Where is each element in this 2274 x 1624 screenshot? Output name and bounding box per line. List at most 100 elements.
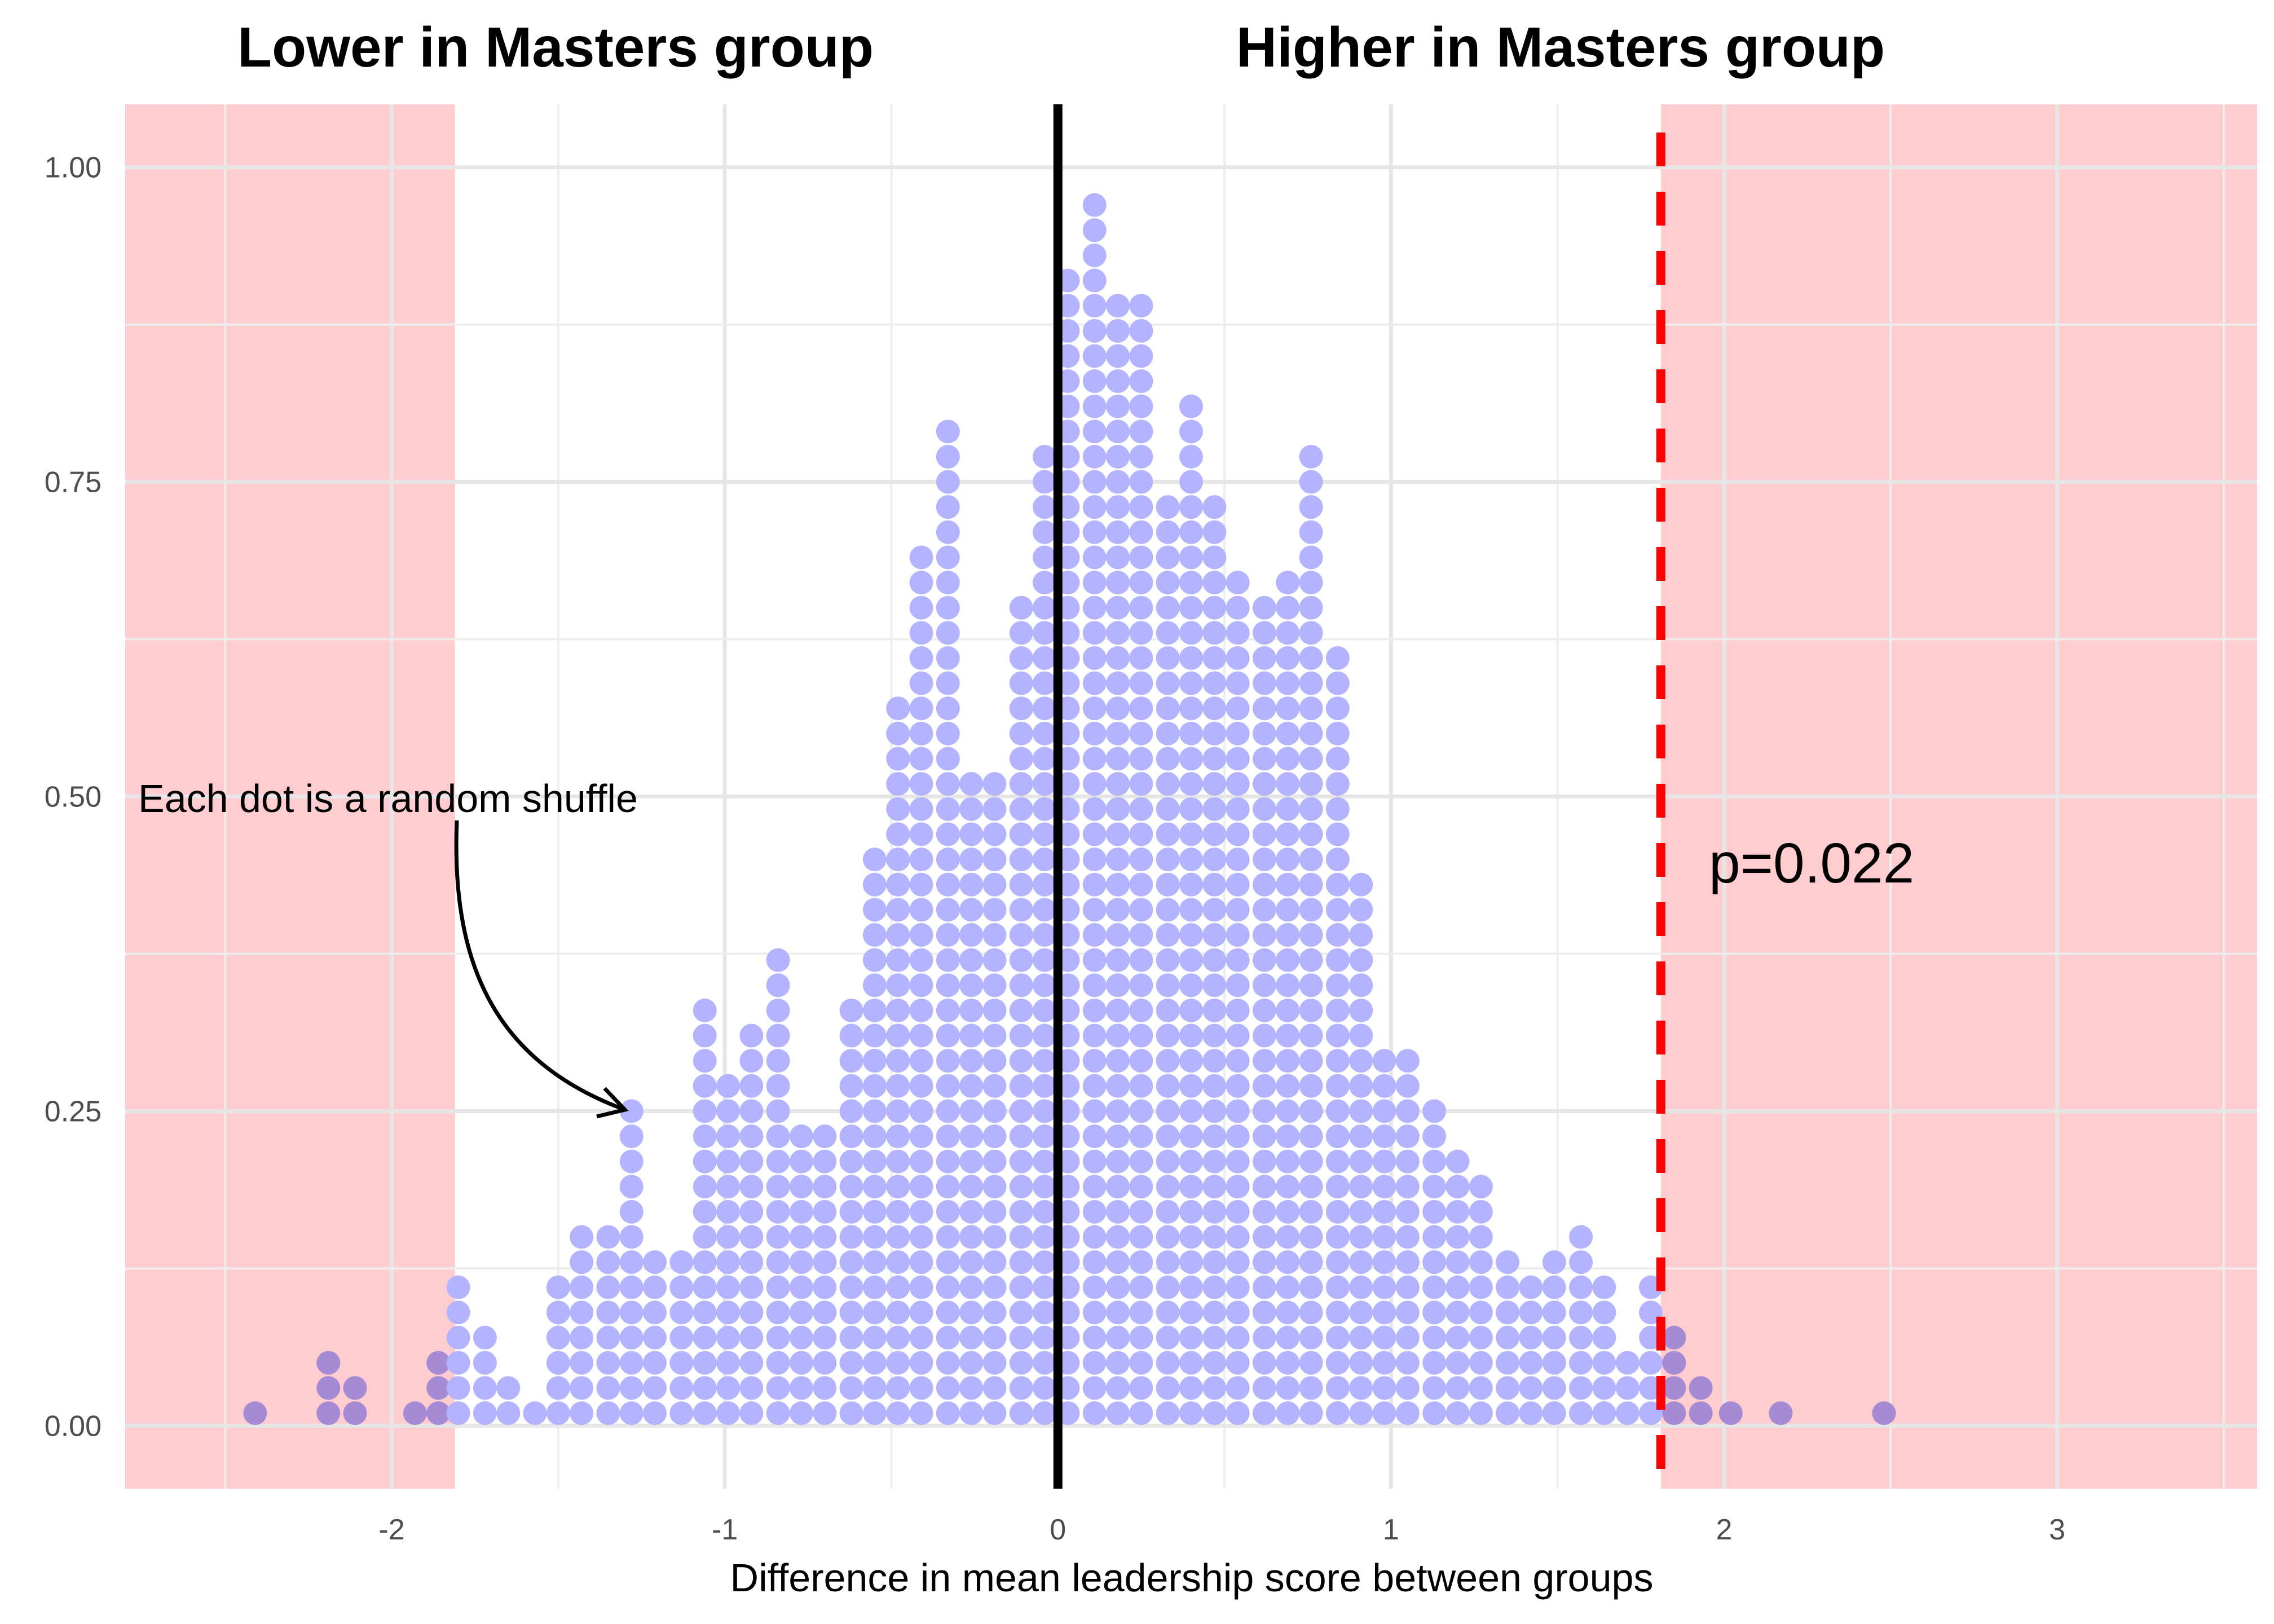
shuffle-dot bbox=[766, 1326, 790, 1350]
shuffle-dot bbox=[1372, 1074, 1396, 1098]
shuffle-dot bbox=[1106, 1376, 1130, 1400]
shuffle-dot bbox=[1325, 872, 1350, 897]
shuffle-dot bbox=[936, 923, 960, 947]
shuffle-dot bbox=[1349, 923, 1373, 947]
shuffle-dot bbox=[1569, 1300, 1593, 1325]
shuffle-dot bbox=[1349, 1376, 1373, 1400]
shuffle-dot bbox=[1033, 696, 1057, 721]
shuffle-dot bbox=[1179, 595, 1203, 620]
shuffle-dot bbox=[1033, 1175, 1057, 1199]
shuffle-dot bbox=[1325, 747, 1350, 771]
shuffle-dot bbox=[1718, 1401, 1743, 1426]
shuffle-dot bbox=[1033, 1376, 1057, 1400]
shuffle-dot bbox=[1082, 621, 1107, 645]
shuffle-dot bbox=[862, 1250, 887, 1274]
shuffle-dot bbox=[1082, 1275, 1107, 1299]
shuffle-dot bbox=[1156, 1023, 1180, 1048]
shuffle-dot bbox=[813, 1225, 837, 1249]
shuffle-dot bbox=[1226, 1300, 1250, 1325]
shuffle-dot bbox=[739, 1250, 764, 1274]
shuffle-dot bbox=[1519, 1275, 1543, 1299]
shuffle-dot bbox=[789, 1175, 813, 1199]
shuffle-dot bbox=[1179, 470, 1203, 494]
shuffle-dot bbox=[1226, 998, 1250, 1022]
shuffle-dot bbox=[813, 1300, 837, 1325]
shuffle-dot bbox=[909, 948, 933, 972]
shuffle-dot bbox=[1129, 721, 1153, 745]
shuffle-dot bbox=[982, 872, 1007, 897]
shuffle-dot bbox=[1372, 1401, 1396, 1426]
shuffle-dot bbox=[1129, 344, 1153, 368]
shuffle-dot bbox=[1106, 747, 1130, 771]
x-tick-label: 2 bbox=[1716, 1513, 1733, 1546]
shuffle-dot bbox=[936, 948, 960, 972]
shuffle-dot bbox=[1033, 545, 1057, 570]
shuffle-dot bbox=[936, 545, 960, 570]
shuffle-dot bbox=[1033, 1200, 1057, 1224]
shuffle-dot bbox=[1395, 1376, 1420, 1400]
shuffle-dot bbox=[546, 1275, 570, 1299]
shuffle-dot bbox=[909, 721, 933, 745]
shuffle-dot bbox=[1082, 998, 1107, 1022]
shuffle-dot bbox=[1542, 1376, 1566, 1400]
shuffle-dot bbox=[862, 1376, 887, 1400]
shuffle-dot bbox=[1129, 394, 1153, 418]
shuffle-dot bbox=[403, 1401, 427, 1426]
shuffle-dot bbox=[1226, 1225, 1250, 1249]
shuffle-dot bbox=[1156, 848, 1180, 872]
shuffle-dot bbox=[1395, 1200, 1420, 1224]
shuffle-dot bbox=[839, 1225, 863, 1249]
shuffle-dot bbox=[1349, 1250, 1373, 1274]
shuffle-dot bbox=[766, 1275, 790, 1299]
shuffle-dot bbox=[936, 1149, 960, 1173]
shuffle-dot bbox=[766, 1124, 790, 1149]
shuffle-dot bbox=[1276, 671, 1300, 695]
shuffle-dot bbox=[1519, 1300, 1543, 1325]
shuffle-dot bbox=[1156, 772, 1180, 796]
shuffle-dot bbox=[1252, 1200, 1276, 1224]
shuffle-dot bbox=[1299, 898, 1323, 922]
shuffle-dot bbox=[886, 948, 910, 972]
shuffle-dot bbox=[1325, 1275, 1350, 1299]
shuffle-dot bbox=[886, 772, 910, 796]
shuffle-dot bbox=[1009, 747, 1033, 771]
shuffle-dot bbox=[982, 1175, 1007, 1199]
shuffle-dot bbox=[1446, 1351, 1470, 1375]
shuffle-dot bbox=[1179, 1275, 1203, 1299]
shuffle-dot bbox=[1226, 1200, 1250, 1224]
shuffle-dot bbox=[936, 973, 960, 998]
shuffle-dot bbox=[1592, 1326, 1616, 1350]
shuffle-dot bbox=[789, 1124, 813, 1149]
shuffle-dot bbox=[1276, 1376, 1300, 1400]
shuffle-dot bbox=[1372, 1149, 1396, 1173]
shuffle-dot bbox=[909, 1376, 933, 1400]
shuffle-dot bbox=[1422, 1250, 1447, 1274]
shuffle-dot bbox=[1106, 344, 1130, 368]
shuffle-dot bbox=[1769, 1401, 1793, 1426]
shuffle-dot bbox=[1276, 1023, 1300, 1048]
shuffle-dot bbox=[862, 1124, 887, 1149]
shuffle-dot bbox=[1202, 621, 1227, 645]
shuffle-dot bbox=[1156, 973, 1180, 998]
shuffle-dot bbox=[1156, 948, 1180, 972]
shuffle-dot bbox=[909, 1099, 933, 1123]
shuffle-dot bbox=[936, 671, 960, 695]
shuffle-dot bbox=[789, 1149, 813, 1173]
shuffle-dot bbox=[1446, 1401, 1470, 1426]
shuffle-dot bbox=[1106, 1300, 1130, 1325]
shuffle-dot bbox=[1276, 1351, 1300, 1375]
shuffle-dot bbox=[1156, 1149, 1180, 1173]
shuffle-dot bbox=[886, 1376, 910, 1400]
shuffle-dot bbox=[739, 1200, 764, 1224]
shuffle-dot bbox=[1569, 1376, 1593, 1400]
shuffle-dot bbox=[1252, 696, 1276, 721]
shuffle-dot bbox=[1202, 1300, 1227, 1325]
shuffle-dot bbox=[1033, 495, 1057, 519]
shuffle-dot bbox=[1226, 797, 1250, 821]
shuffle-dot bbox=[1569, 1401, 1593, 1426]
shuffle-dot bbox=[1009, 1049, 1033, 1073]
shuffle-dot bbox=[716, 1401, 741, 1426]
shuffle-dot bbox=[1276, 1250, 1300, 1274]
shuffle-dot bbox=[1202, 797, 1227, 821]
shuffle-dot bbox=[886, 898, 910, 922]
